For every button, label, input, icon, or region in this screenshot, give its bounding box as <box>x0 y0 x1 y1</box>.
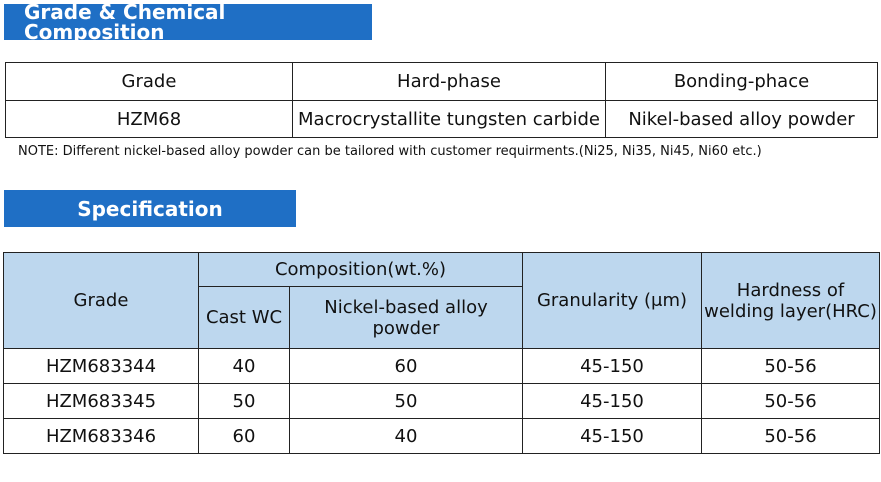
cell-grade: HZM683345 <box>3 383 199 419</box>
section-title-specification: Specification <box>4 190 296 227</box>
cell-granularity: 45-150 <box>522 383 702 419</box>
header-hardness: Hardness of welding layer(HRC) <box>701 252 880 349</box>
table-row: HZM68 Macrocrystallite tungsten carbide … <box>5 100 878 138</box>
header-composition: Composition(wt.%) <box>198 252 523 287</box>
header-grade: Grade <box>5 62 293 101</box>
cell-cast-wc: 40 <box>198 348 290 384</box>
table-header-row: Grade Hard-phase Bonding-phace <box>5 62 878 101</box>
cell-grade: HZM683346 <box>3 418 199 454</box>
header-nickel-alloy: Nickel-based alloy powder <box>289 286 523 349</box>
header-granularity: Granularity (μm) <box>522 252 702 349</box>
header-hard-phase: Hard-phase <box>292 62 606 101</box>
header-cast-wc: Cast WC <box>198 286 290 349</box>
cell-grade: HZM68 <box>5 100 293 138</box>
cell-cast-wc: 60 <box>198 418 290 454</box>
cell-hardness: 50-56 <box>701 348 880 384</box>
header-grade: Grade <box>3 252 199 349</box>
cell-grade: HZM683344 <box>3 348 199 384</box>
cell-hardness: 50-56 <box>701 418 880 454</box>
section-title-grade-composition: Grade & Chemical Composition <box>4 0 372 44</box>
cell-hard-phase: Macrocrystallite tungsten carbide <box>292 100 606 138</box>
cell-nickel-alloy: 50 <box>289 383 523 419</box>
table-header-row: Grade Composition(wt.%) Granularity (μm)… <box>3 252 880 349</box>
table-row: HZM683344 40 60 45-150 50-56 <box>3 348 880 384</box>
cell-granularity: 45-150 <box>522 348 702 384</box>
section-title-text: Grade & Chemical Composition <box>24 0 226 44</box>
table-row: HZM683345 50 50 45-150 50-56 <box>3 383 880 419</box>
table-row: HZM683346 60 40 45-150 50-56 <box>3 418 880 454</box>
specification-table: Grade Composition(wt.%) Granularity (μm)… <box>3 252 880 454</box>
grade-composition-table: Grade Hard-phase Bonding-phace HZM68 Mac… <box>5 62 878 138</box>
cell-nickel-alloy: 40 <box>289 418 523 454</box>
header-bonding-phase: Bonding-phace <box>605 62 878 101</box>
cell-nickel-alloy: 60 <box>289 348 523 384</box>
cell-bonding-phase: Nikel-based alloy powder <box>605 100 878 138</box>
cell-cast-wc: 50 <box>198 383 290 419</box>
composition-note: NOTE: Different nickel-based alloy powde… <box>18 144 762 159</box>
table-subheader-row: Cast WC Nickel-based alloy powder <box>4 286 880 349</box>
cell-granularity: 45-150 <box>522 418 702 454</box>
section-title-text: Specification <box>77 196 223 221</box>
cell-hardness: 50-56 <box>701 383 880 419</box>
